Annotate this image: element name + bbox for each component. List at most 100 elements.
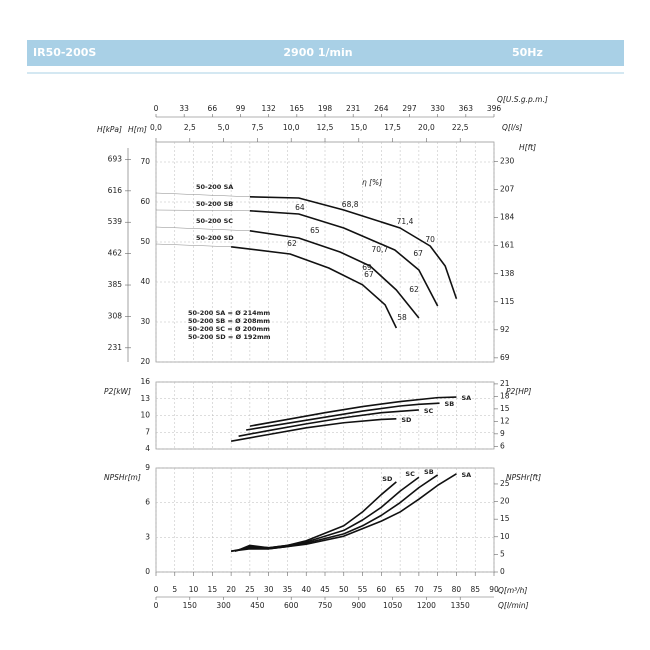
y2-tick-label: 385 — [108, 280, 123, 289]
impeller-note: 50-200 SB = Ø 208mm — [188, 317, 270, 325]
x-tick-label: 80 — [452, 585, 462, 594]
series-label: 50-200 SA — [196, 183, 233, 191]
curve — [249, 230, 420, 319]
x3-tick-label: 231 — [346, 104, 361, 113]
x-axis-title: Q[m³/h] — [498, 586, 527, 595]
curve — [249, 396, 457, 427]
x2-tick-label: 22,5 — [452, 123, 469, 132]
y-tick-label: 4 — [145, 444, 150, 453]
x3-tick-label: 396 — [487, 104, 502, 113]
y2-tick-label: 462 — [108, 249, 123, 258]
x-tick-label: 35 — [283, 585, 293, 594]
efficiency-label: 68,8 — [342, 200, 359, 209]
y2-tick-label: 25 — [500, 479, 510, 488]
frequency: 50Hz — [512, 46, 543, 59]
x2-tick-label: 20,0 — [418, 123, 435, 132]
x2-tick-label: 0,0 — [150, 123, 162, 132]
y-tick-label: 70 — [140, 157, 150, 166]
y2-axis-title: P2[HP] — [506, 387, 531, 396]
y3-tick-label: 115 — [500, 297, 515, 306]
series-label: SC — [405, 470, 415, 478]
y-tick-label: 9 — [145, 463, 150, 472]
y-axis-title: H[m] — [128, 125, 147, 134]
y2-tick-label: 20 — [500, 497, 510, 506]
series-label: SD — [401, 416, 412, 424]
y2-tick-label: 6 — [500, 441, 505, 450]
efficiency-label: 70,7 — [371, 245, 388, 254]
x-tick-label: 50 — [339, 585, 349, 594]
y2-tick-label: 15 — [500, 404, 510, 413]
x-tick-label: 70 — [414, 585, 424, 594]
x3-tick-label: 0 — [154, 104, 159, 113]
x2-tick-label: 0 — [154, 601, 159, 610]
y2-axis-title: NPSHr[ft] — [506, 473, 541, 482]
efficiency-label: 67 — [413, 249, 423, 258]
x-tick-label: 65 — [395, 585, 405, 594]
series-label: SB — [445, 400, 455, 408]
x2-tick-label: 450 — [250, 601, 265, 610]
x-tick-label: 45 — [320, 585, 330, 594]
y-tick-label: 10 — [140, 411, 150, 420]
y-tick-label: 60 — [140, 197, 150, 206]
x3-axis-title: Q[U.S.g.p.m.] — [497, 95, 548, 104]
efficiency-label: 69 — [362, 263, 372, 272]
series-label: 50-200 SD — [196, 234, 234, 242]
x2-tick-label: 750 — [318, 601, 333, 610]
x2-tick-label: 7,5 — [251, 123, 263, 132]
x2-tick-label: 1200 — [417, 601, 436, 610]
x-tick-label: 40 — [301, 585, 311, 594]
x3-tick-label: 66 — [208, 104, 218, 113]
series-label: SA — [461, 394, 471, 402]
x2-tick-label: 15,0 — [350, 123, 367, 132]
y2-tick-label: 0 — [500, 567, 505, 576]
impeller-note: 50-200 SD = Ø 192mm — [188, 333, 271, 341]
x2-tick-label: 12,5 — [317, 123, 334, 132]
series-label: SD — [382, 475, 393, 483]
x3-tick-label: 297 — [402, 104, 417, 113]
curve — [249, 196, 458, 300]
y2-tick-label: 693 — [108, 154, 123, 163]
y2-tick-label: 21 — [500, 379, 510, 388]
y-tick-label: 3 — [145, 532, 150, 541]
y-axis-title: NPSHr[m] — [104, 473, 141, 482]
x3-tick-label: 33 — [179, 104, 189, 113]
y3-tick-label: 207 — [500, 185, 515, 194]
x3-tick-label: 363 — [459, 104, 474, 113]
y-axis-title: P2[kW] — [104, 387, 131, 396]
impeller-note: 50-200 SA = Ø 214mm — [188, 309, 270, 317]
y2-tick-label: 18 — [500, 391, 510, 400]
y-tick-label: 20 — [140, 357, 150, 366]
speed: 2900 1/min — [283, 46, 352, 59]
y3-axis-title: H[ft] — [519, 143, 536, 152]
x-tick-label: 0 — [154, 585, 159, 594]
x2-axis-title: Q[l/min] — [498, 601, 529, 610]
y-tick-label: 6 — [145, 498, 150, 507]
y-tick-label: 16 — [140, 377, 150, 386]
series-label: SB — [424, 468, 434, 476]
x3-tick-label: 198 — [318, 104, 333, 113]
efficiency-label: 67 — [364, 270, 374, 279]
efficiency-label: 65 — [310, 226, 320, 235]
efficiency-title: η [%] — [362, 178, 382, 187]
x3-tick-label: 264 — [374, 104, 389, 113]
leader-line — [155, 243, 232, 248]
x2-tick-label: 600 — [284, 601, 299, 610]
leader-line — [155, 192, 250, 198]
y-tick-label: 40 — [140, 277, 150, 286]
y2-tick-label: 12 — [500, 416, 510, 425]
efficiency-label: 70 — [425, 235, 435, 244]
y-tick-label: 7 — [145, 427, 150, 436]
curve — [249, 210, 439, 307]
y2-axis-title: H[kPa] — [97, 125, 122, 134]
y-tick-label: 50 — [140, 237, 150, 246]
x2-axis-title: Q[l/s] — [502, 123, 522, 132]
series-label: SC — [424, 407, 434, 415]
x3-tick-label: 99 — [236, 104, 246, 113]
x-tick-label: 20 — [226, 585, 236, 594]
x2-tick-label: 1350 — [451, 601, 470, 610]
x-tick-label: 15 — [208, 585, 218, 594]
x-tick-label: 55 — [358, 585, 368, 594]
curve — [231, 246, 398, 329]
x2-tick-label: 17,5 — [384, 123, 401, 132]
